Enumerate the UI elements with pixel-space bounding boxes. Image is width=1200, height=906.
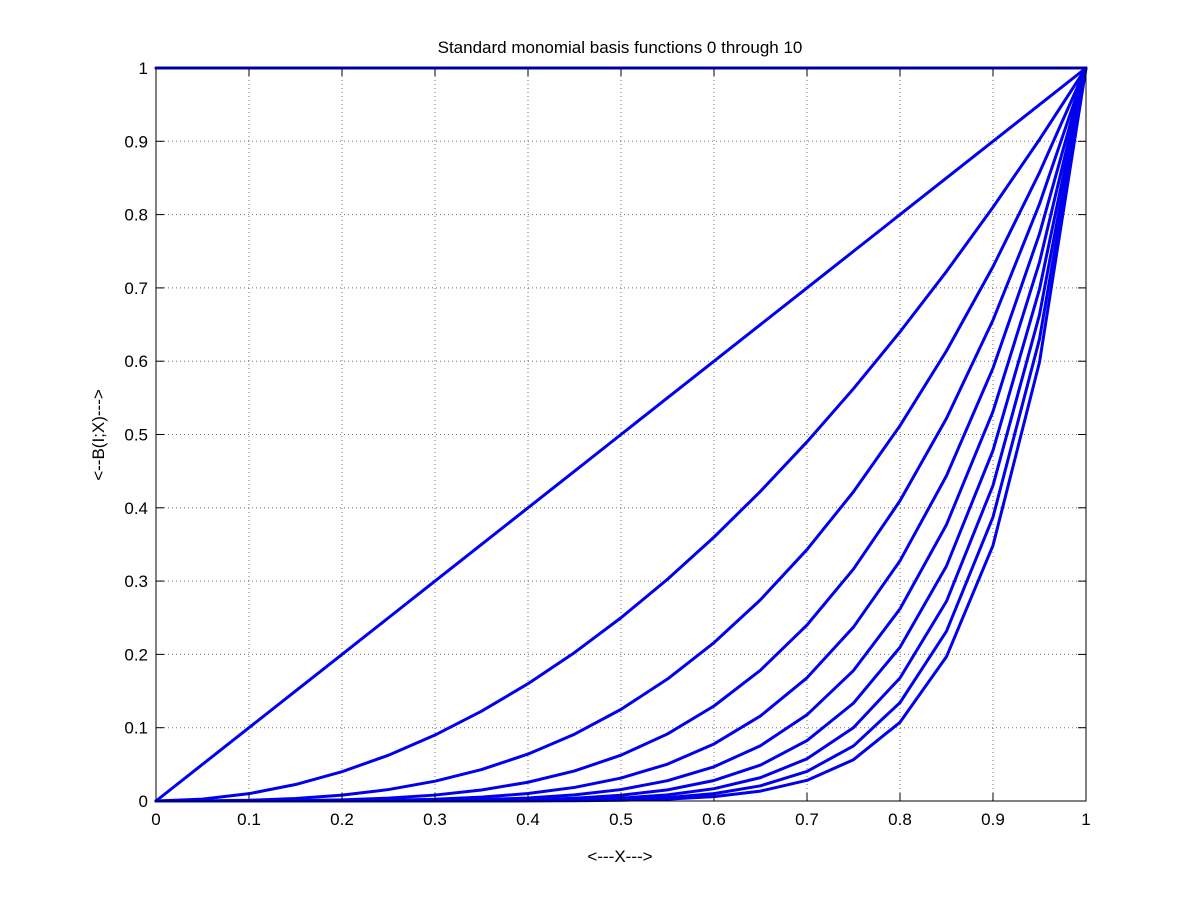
x-tick-label: 0.4 [516,810,540,829]
series-line-3 [154,66,1088,803]
y-axis-label: <--B(I;X)---> [89,389,108,481]
x-tick-label: 0.6 [702,810,726,829]
x-tick-label: 0.2 [330,810,354,829]
y-tick-label: 0.6 [124,352,148,371]
series-line-2 [154,66,1088,803]
y-tick-label: 0.8 [124,206,148,225]
y-tick-label: 1 [139,59,148,78]
x-tick-label: 0.3 [423,810,447,829]
y-tick-labels: 0 0.1 0.2 0.3 0.4 0.5 0.6 0.7 0.8 0.9 1 [124,59,148,811]
x-tick-label: 0.5 [609,810,633,829]
ticks [155,67,1087,802]
y-tick-label: 0.4 [124,499,148,518]
x-tick-label: 0.1 [237,810,261,829]
y-tick-label: 0.1 [124,719,148,738]
x-axis-label: <---X---> [587,847,652,866]
y-tick-label: 0.3 [124,572,148,591]
x-tick-label: 0.8 [888,810,912,829]
y-tick-label: 0.9 [124,132,148,151]
series-line-1 [154,66,1088,803]
y-tick-label: 0.2 [124,645,148,664]
x-tick-label: 0 [151,810,160,829]
x-tick-label: 0.9 [981,810,1005,829]
x-tick-label: 0.7 [795,810,819,829]
y-tick-label: 0 [139,792,148,811]
x-tick-label: 1 [1081,810,1090,829]
x-tick-labels: 0 0.1 0.2 0.3 0.4 0.5 0.6 0.7 0.8 0.9 1 [151,810,1090,829]
y-tick-label: 0.5 [124,426,148,445]
chart-title: Standard monomial basis functions 0 thro… [438,38,803,57]
y-tick-label: 0.7 [124,279,148,298]
